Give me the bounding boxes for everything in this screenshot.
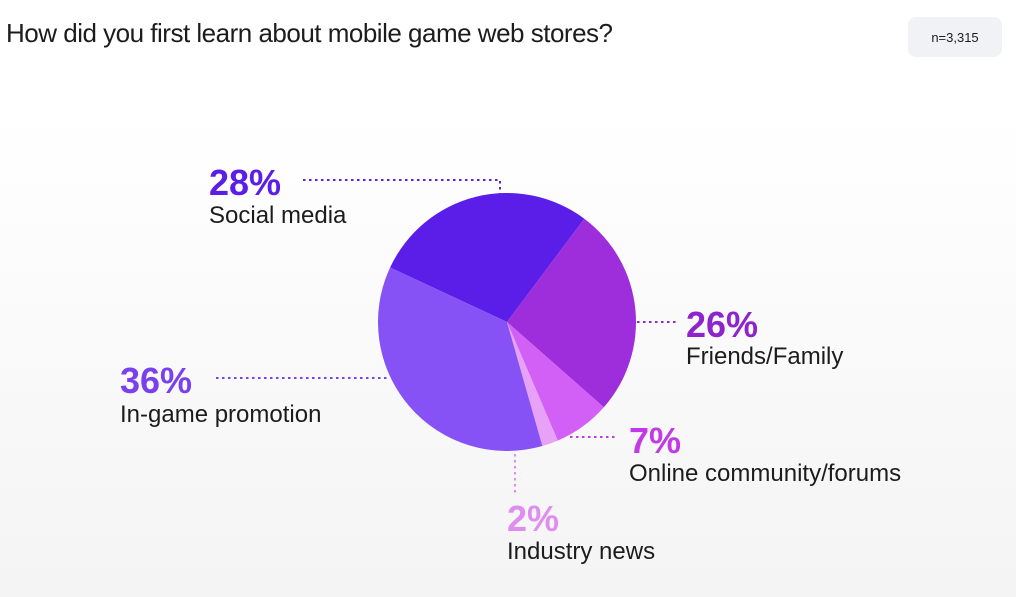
category-label-friends-family: Friends/Family	[686, 343, 843, 370]
category-label-in-game-promotion: In-game promotion	[120, 401, 321, 428]
value-label-industry-news: 2%	[507, 498, 559, 539]
chart-title: How did you first learn about mobile gam…	[6, 18, 613, 48]
sample-size-badge: n=3,315	[908, 17, 1002, 57]
pie-slice-friends-family	[507, 218, 637, 408]
pie-slices	[378, 192, 637, 452]
pie-slice-online-community-forums	[507, 322, 604, 441]
pie-slice-social-media	[390, 192, 585, 322]
slice-labels: 28% Social media 26% Friends/Family 7% O…	[120, 162, 901, 565]
pie-slice-industry-news	[507, 322, 558, 447]
value-label-friends-family: 26%	[686, 304, 758, 345]
category-label-social-media: Social media	[209, 202, 347, 229]
leader-line-social-media	[303, 179, 501, 195]
category-label-industry-news: Industry news	[507, 538, 655, 565]
category-label-online-community: Online community/forums	[629, 460, 901, 487]
leader-lines	[216, 179, 676, 494]
pie-slice-in-game-promotion	[378, 267, 543, 452]
value-label-in-game-promotion: 36%	[120, 360, 192, 401]
value-label-online-community: 7%	[629, 420, 681, 461]
value-label-social-media: 28%	[209, 162, 281, 203]
